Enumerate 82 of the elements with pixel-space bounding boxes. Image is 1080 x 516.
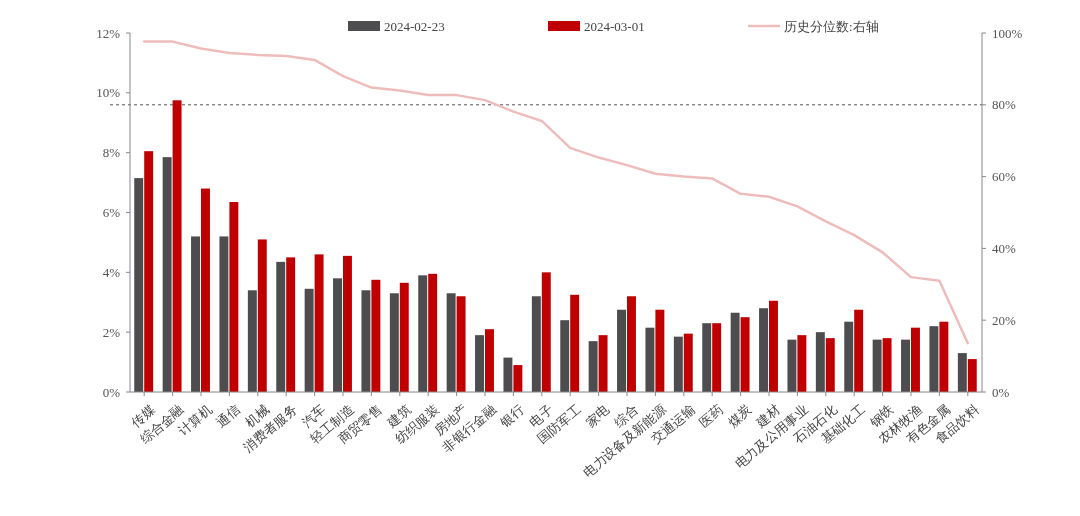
bar (257, 239, 267, 392)
bar (219, 236, 229, 392)
bar (361, 290, 371, 392)
bar (882, 338, 892, 392)
bar (229, 202, 239, 392)
bar (673, 336, 683, 392)
bar (503, 357, 513, 392)
bar (797, 335, 807, 392)
x-tick-label: 医药 (696, 401, 726, 430)
bar (314, 254, 324, 392)
bar (531, 296, 541, 392)
bar (787, 339, 797, 392)
bar (399, 282, 409, 392)
bar (957, 353, 967, 392)
x-tick-label: 家电 (582, 401, 613, 430)
bar (769, 300, 778, 392)
bar (901, 339, 910, 392)
bar (939, 321, 949, 392)
legend-label: 2024-02-23 (384, 19, 445, 34)
bar (815, 332, 825, 392)
x-tick-label: 银行 (496, 401, 528, 431)
bar (967, 359, 977, 392)
y2-tick-label: 80% (992, 97, 1016, 113)
bar (854, 309, 864, 392)
bar (162, 157, 172, 392)
bar (759, 308, 768, 392)
y2-tick-label: 60% (992, 169, 1016, 185)
y-tick-label: 6% (102, 205, 121, 221)
bar (134, 178, 144, 392)
y-tick-label: 4% (102, 264, 121, 280)
bar (371, 279, 381, 392)
line-series (142, 40, 970, 345)
bar (617, 309, 626, 392)
y2-tick-label: 40% (992, 240, 1016, 256)
bar (645, 327, 655, 392)
bar (456, 296, 466, 392)
bar (304, 288, 314, 392)
bar (191, 236, 200, 392)
bar (740, 317, 750, 392)
y2-tick-label: 0% (992, 384, 1010, 400)
bar (598, 335, 608, 392)
x-tick-label: 煤炭 (724, 401, 755, 430)
bar (172, 100, 182, 392)
bar (343, 255, 352, 392)
x-tick-label: 通信 (213, 401, 244, 430)
y-tick-label: 12% (96, 25, 121, 41)
bar (446, 293, 456, 392)
y2-tick-label: 20% (992, 312, 1016, 328)
bar (683, 333, 693, 392)
y-tick-label: 10% (96, 85, 121, 101)
bar (560, 320, 570, 392)
bar (144, 151, 154, 392)
y-tick-label: 8% (102, 145, 121, 161)
bar (655, 309, 665, 392)
bar (825, 338, 835, 392)
y-tick-label: 2% (102, 324, 121, 340)
bar (485, 329, 494, 392)
legend-label: 历史分位数:右轴 (784, 19, 879, 34)
bar (929, 326, 939, 392)
bar (541, 272, 551, 392)
bar (911, 327, 920, 392)
bar (276, 261, 286, 392)
legend-label: 2024-03-01 (584, 19, 645, 34)
bar (570, 294, 580, 392)
bar (286, 257, 296, 392)
bar (333, 278, 342, 392)
bar (389, 293, 399, 392)
bar (428, 273, 438, 392)
bar (588, 341, 598, 392)
bar (702, 323, 712, 392)
bar (627, 296, 636, 392)
bar (418, 275, 428, 392)
bar (844, 321, 854, 392)
y2-tick-label: 100% (992, 25, 1023, 41)
bar (712, 323, 722, 392)
bar (872, 339, 882, 392)
bar (730, 312, 740, 392)
bar (475, 335, 484, 392)
y-tick-label: 0% (102, 384, 121, 400)
bar (513, 365, 523, 392)
bar (247, 290, 257, 392)
bar (201, 188, 210, 392)
